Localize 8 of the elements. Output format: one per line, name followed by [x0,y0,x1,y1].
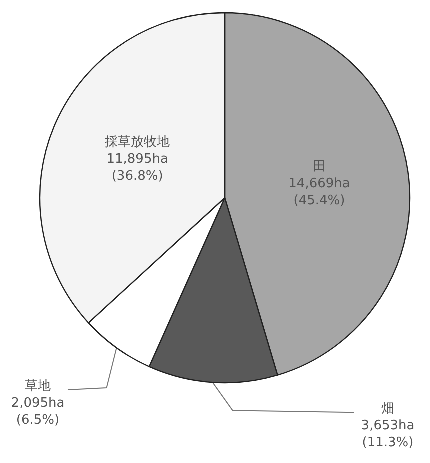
data-label: 11,895ha (36.8%) [106,152,168,184]
slice-label: 草地 [25,379,51,394]
data-label: 2,095ha (6.5%) [11,396,65,428]
slice-label: 採草放牧地 [105,135,170,150]
slice-label: 畑 [382,402,394,417]
data-label: 3,653ha (11.3%) [361,418,415,451]
data-label: 14,669ha (45.4%) [288,176,350,209]
slice-label: 田 [313,160,326,175]
